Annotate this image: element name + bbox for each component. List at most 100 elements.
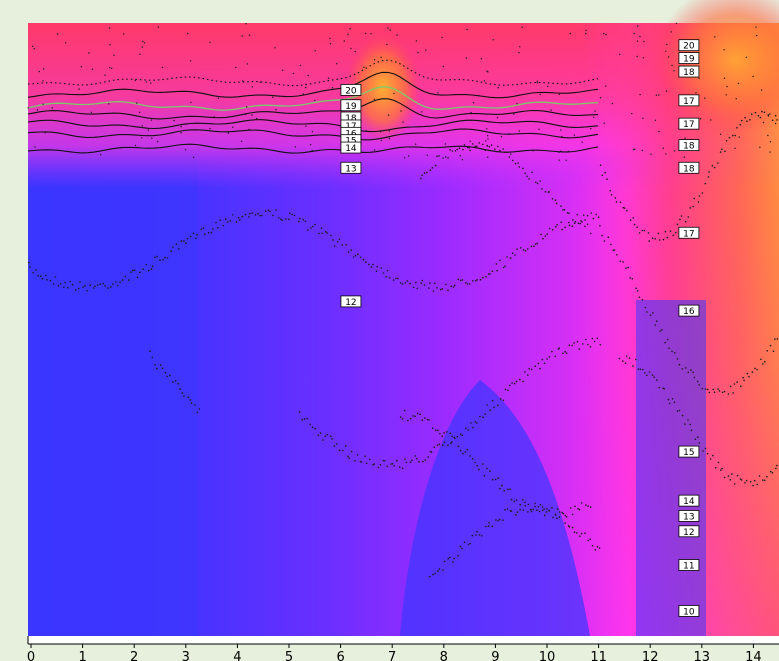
contour-dot <box>364 32 367 35</box>
contour-dot <box>42 103 44 105</box>
contour-label-text: 13 <box>683 512 694 522</box>
contour-dot <box>409 282 411 285</box>
contour-dot <box>31 45 34 48</box>
contour-dot <box>513 382 516 385</box>
contour-dot <box>551 198 554 200</box>
contour-dot <box>429 282 431 284</box>
contour-dot <box>482 276 484 279</box>
contour-dot <box>439 288 442 291</box>
contour-dot <box>141 46 143 48</box>
contour-dot <box>541 358 544 361</box>
contour-dot <box>554 355 557 358</box>
contour-dot <box>415 281 417 284</box>
contour-dot <box>460 433 462 436</box>
contour-line <box>27 86 599 111</box>
contour-dot <box>664 341 666 344</box>
contour-dot <box>559 511 561 513</box>
contour-dot <box>408 155 410 157</box>
contour-dot <box>618 357 621 360</box>
contour-dot <box>758 475 761 477</box>
contour-dot <box>619 53 621 56</box>
contour-dot <box>538 510 541 513</box>
contour-dot <box>145 81 147 83</box>
contour-dot <box>445 283 447 286</box>
contour-dot <box>759 116 762 119</box>
contour-dot <box>776 119 778 121</box>
contour-dot <box>487 156 489 158</box>
contour-dot <box>241 35 243 37</box>
contour-dot <box>690 369 692 371</box>
contour-dot <box>405 461 408 464</box>
contour-label: 19 <box>678 52 700 65</box>
contour-dot <box>697 436 699 438</box>
contour-dot <box>771 119 774 122</box>
contour-label: 10 <box>678 605 700 617</box>
contour-dot <box>548 227 551 230</box>
contour-dot <box>134 144 137 147</box>
contour-dot <box>517 162 519 164</box>
contour-dot <box>388 130 390 132</box>
contour-dot <box>717 162 719 164</box>
contour-dot <box>150 119 153 121</box>
contour-dot <box>769 344 772 347</box>
contour-dot <box>537 362 540 365</box>
contour-label-box <box>340 295 362 308</box>
contour-dot <box>466 283 469 285</box>
contour-dot <box>510 510 513 512</box>
contour-dot <box>755 26 757 28</box>
contour-label: 18 <box>678 161 700 174</box>
contour-dot <box>510 498 513 501</box>
contour-dot <box>769 470 772 473</box>
contour-dot <box>41 277 44 280</box>
x-tick-label: 10 <box>539 650 556 661</box>
contour-dot <box>567 150 569 153</box>
contour-dot <box>534 243 537 245</box>
contour-dot <box>377 466 380 469</box>
contour-dot <box>510 153 512 155</box>
contour-dot <box>307 229 309 231</box>
contour-dot <box>695 92 697 94</box>
contour-dot <box>117 284 119 287</box>
contour-dot <box>180 132 182 134</box>
contour-dot <box>511 382 513 384</box>
contour-dot <box>436 444 439 447</box>
contour-dot <box>150 82 152 84</box>
contour-dot <box>587 343 589 346</box>
contour-dot <box>577 222 580 224</box>
contour-dot <box>166 375 168 378</box>
contour-dot <box>738 136 740 138</box>
x-tick-label: 14 <box>745 650 762 661</box>
contour-dot <box>493 406 495 409</box>
contour-dot <box>151 137 153 139</box>
contour-dot <box>424 459 427 461</box>
contour-dot <box>380 139 382 142</box>
contour-dot <box>403 157 406 159</box>
contour-dot <box>78 287 80 290</box>
contour-dot <box>380 267 383 269</box>
contour-dot <box>51 107 53 109</box>
contour-dot <box>448 556 451 559</box>
contour-dot <box>675 231 677 234</box>
contour-dot <box>605 85 607 87</box>
contour-dot <box>376 265 379 268</box>
contour-dot <box>453 557 456 560</box>
contour-dot <box>207 232 210 234</box>
contour-dot <box>187 396 190 399</box>
contour-dot <box>432 573 434 576</box>
contour-dot <box>564 350 566 353</box>
contour-dot <box>664 230 667 233</box>
contour-dot <box>648 371 651 373</box>
contour-dot <box>495 519 497 521</box>
contour-dot <box>379 464 382 466</box>
contour-dot <box>468 147 470 149</box>
contour-dot <box>736 381 738 383</box>
contour-dot <box>733 483 736 485</box>
contour-dot <box>589 506 592 508</box>
contour-dot <box>577 507 579 510</box>
contour-dot <box>433 446 436 449</box>
contour-dot <box>601 234 603 237</box>
contour-dot <box>309 144 312 146</box>
contour-dot <box>668 402 671 405</box>
contour-dot <box>560 129 562 131</box>
contour-dot <box>684 137 686 139</box>
